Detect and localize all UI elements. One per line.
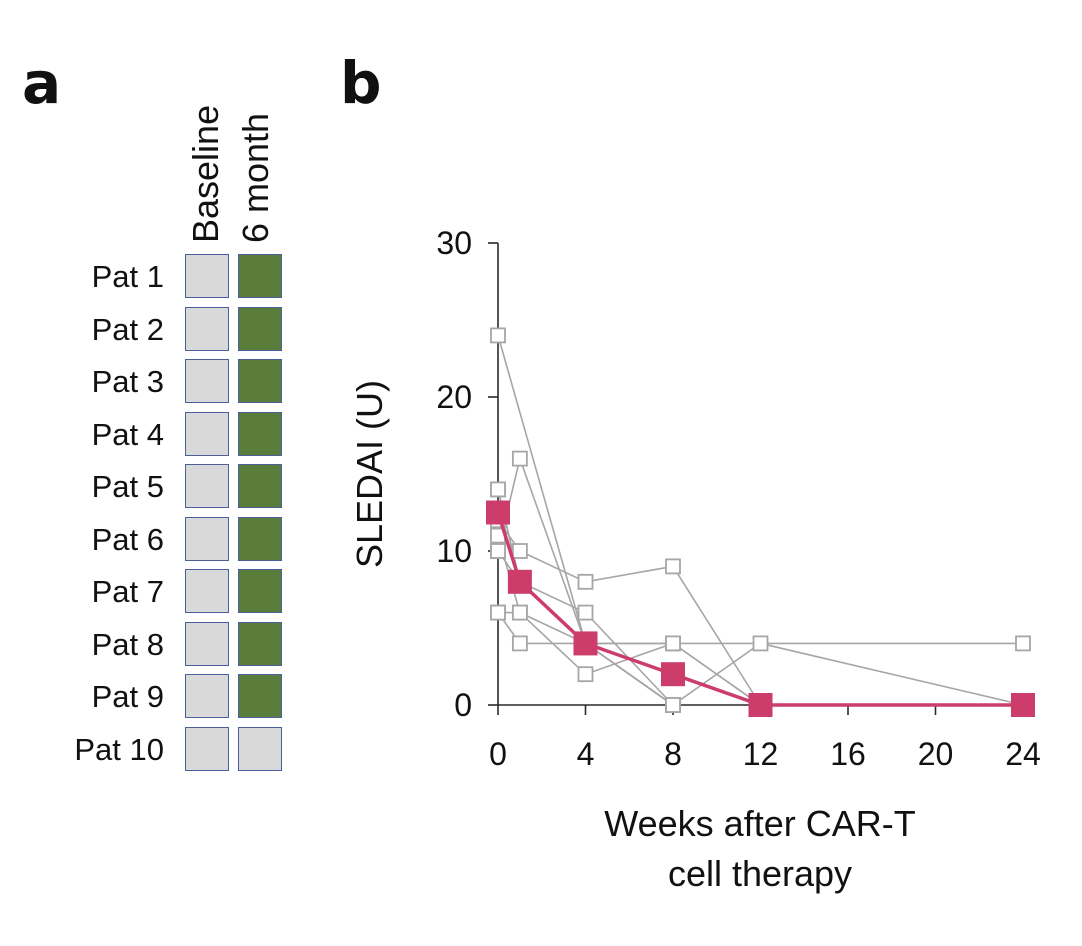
baseline-status-cell (185, 569, 229, 613)
patient-row: Pat 10 (0, 726, 290, 773)
baseline-status-cell (185, 306, 229, 351)
baseline-status-cell (185, 254, 229, 298)
month6-status-cell (238, 516, 282, 561)
baseline-status-cell (185, 411, 229, 456)
patient-label: Pat 5 (91, 469, 164, 504)
month6-status-cell (238, 411, 282, 456)
y-tick-label: 20 (436, 379, 472, 415)
patient-label: Pat 6 (91, 521, 164, 557)
individual-data-point (577, 666, 594, 683)
individual-data-point (577, 573, 594, 590)
month6-status-cell (238, 306, 282, 351)
individual-data-point (511, 635, 528, 652)
individual-data-point (511, 543, 528, 559)
x-tick-label: 0 (489, 736, 507, 772)
patient-row: Pat 5 (0, 464, 290, 510)
patient-label: Pat 9 (91, 679, 164, 714)
baseline-status-cell (185, 621, 229, 666)
individual-series-line (497, 489, 1024, 706)
y-axis-title: SLEDAI (U) (349, 380, 390, 568)
mean-data-point (748, 693, 773, 717)
mean-data-point (1011, 693, 1035, 717)
month6-status-cell (238, 621, 282, 666)
y-tick-label: 10 (436, 533, 472, 569)
individual-data-point (665, 635, 681, 652)
individual-data-point (1015, 635, 1031, 652)
mean-data-point (507, 569, 532, 594)
y-tick-label: 0 (454, 687, 472, 723)
patient-label: Pat 10 (74, 731, 164, 767)
x-tick-label: 24 (1005, 736, 1041, 772)
patient-row: Pat 7 (0, 569, 290, 615)
baseline-status-cell (185, 674, 229, 718)
x-axis-title-line: Weeks after CAR-T (604, 803, 915, 844)
month6-status-cell (238, 464, 282, 508)
individual-series-line (498, 611, 674, 706)
individual-data-point (490, 327, 506, 344)
patient-row: Pat 2 (0, 306, 290, 353)
individual-data-point (665, 697, 681, 713)
x-tick-label: 20 (918, 736, 954, 772)
x-axis-title-line: cell therapy (668, 853, 852, 894)
baseline-status-cell (185, 726, 229, 771)
panel-a-letter: a (22, 49, 62, 117)
mean-data-point (573, 631, 598, 656)
x-tick-label: 12 (743, 736, 779, 772)
month6-status-cell (238, 726, 282, 771)
individual-data-point (490, 481, 506, 498)
baseline-status-cell (185, 516, 229, 561)
y-tick-label: 30 (436, 225, 472, 261)
patient-row: Pat 3 (0, 359, 290, 405)
individual-data-point (511, 450, 528, 467)
patient-row: Pat 4 (0, 411, 290, 458)
patient-label: Pat 3 (91, 364, 164, 399)
individual-data-point (665, 558, 681, 575)
individual-data-point (511, 604, 528, 621)
mean-data-point (661, 662, 685, 687)
mean-data-point (486, 500, 510, 525)
baseline-status-cell (185, 359, 229, 403)
patient-label: Pat 2 (91, 311, 164, 347)
x-tick-label: 16 (830, 736, 866, 772)
x-tick-label: 8 (664, 736, 682, 772)
patient-label: Pat 8 (91, 626, 164, 662)
patient-row: Pat 6 (0, 516, 290, 563)
month6-status-cell (238, 359, 282, 403)
patient-label: Pat 7 (91, 574, 164, 609)
patient-label: Pat 1 (91, 259, 164, 294)
month6-status-cell (238, 569, 282, 613)
individual-data-point (577, 604, 594, 621)
month6-status-cell (238, 254, 282, 298)
baseline-status-cell (185, 464, 229, 508)
patient-label: Pat 4 (91, 416, 164, 452)
individual-data-point (490, 604, 506, 621)
month6-status-cell (238, 674, 282, 718)
patient-row: Pat 9 (0, 674, 290, 720)
individual-data-point (752, 635, 769, 652)
x-tick-label: 4 (577, 736, 595, 772)
patient-row: Pat 1 (0, 254, 290, 300)
individual-data-point (490, 543, 506, 559)
panel-b-letter: b (340, 49, 382, 117)
patient-row: Pat 8 (0, 621, 290, 668)
